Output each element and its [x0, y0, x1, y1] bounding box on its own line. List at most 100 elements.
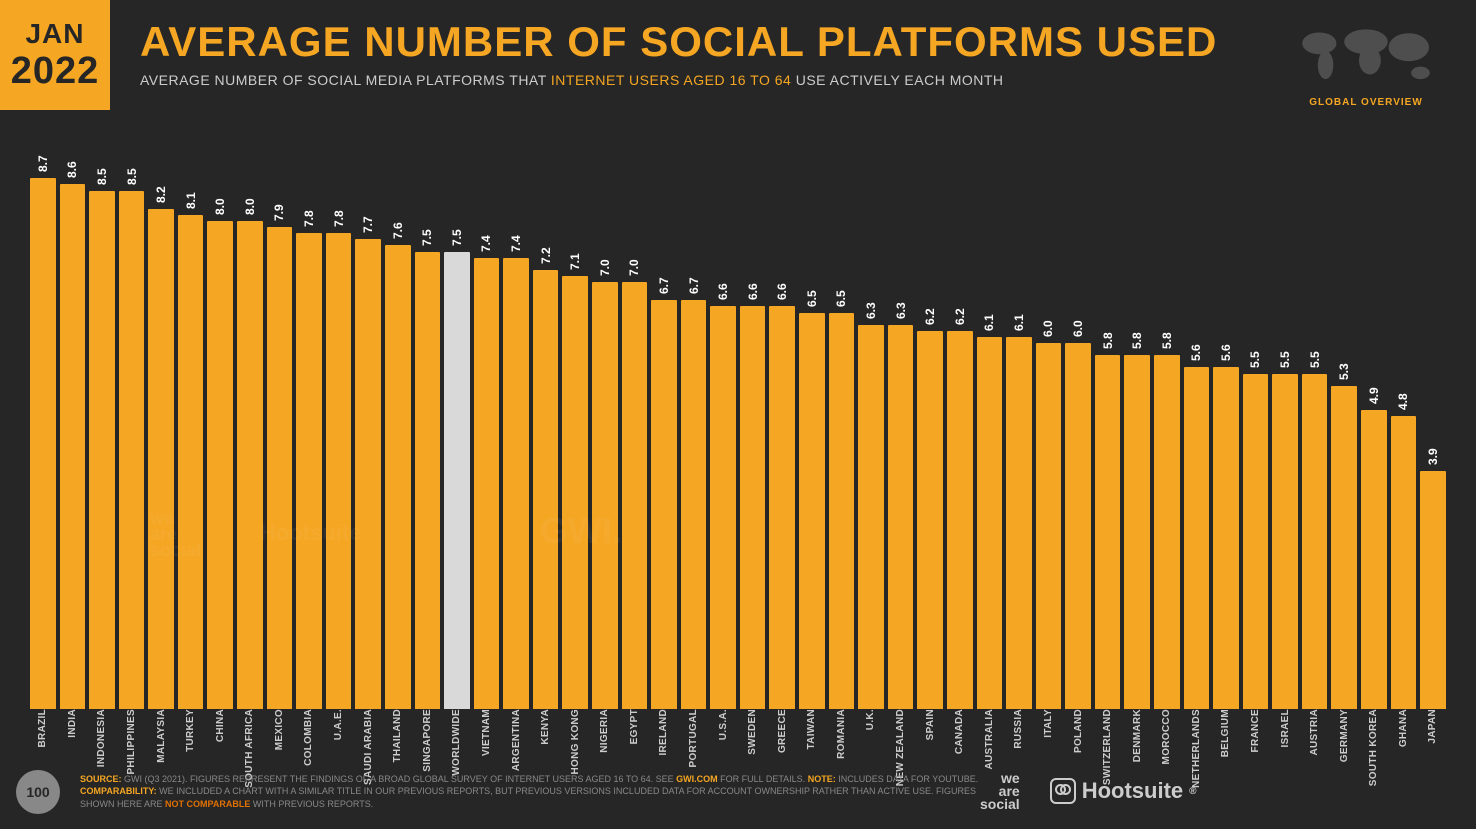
footnote-source-text: GWI (Q3 2021). FIGURES REPRESENT THE FIN…	[122, 774, 677, 784]
bar-value: 7.0	[627, 246, 641, 276]
bar-label: TAIWAN	[806, 709, 817, 750]
bar-value: 6.2	[953, 295, 967, 325]
bar	[119, 191, 145, 710]
bar	[710, 306, 736, 709]
bar-value: 7.1	[568, 240, 582, 270]
bar-value: 8.0	[213, 185, 227, 215]
world-map-icon	[1286, 20, 1446, 90]
footnote-comp-label: COMPARABILITY:	[80, 786, 157, 796]
bar	[1065, 343, 1091, 709]
bar	[355, 239, 381, 709]
bar-label: SWEDEN	[747, 709, 758, 755]
bar-col: 6.3	[858, 160, 884, 709]
bar	[503, 258, 529, 709]
bar	[1272, 374, 1298, 710]
bar-label: IRELAND	[658, 709, 669, 756]
logo-hoot-mark: ®	[1189, 786, 1196, 797]
bar-value: 6.1	[1012, 301, 1026, 331]
logo-hootsuite: Hootsuite®	[1050, 778, 1197, 804]
bar	[474, 258, 500, 709]
bar-value: 7.0	[598, 246, 612, 276]
bar-col: 7.5	[444, 160, 470, 709]
bar-col: 6.2	[947, 160, 973, 709]
bar-label: INDIA	[67, 709, 78, 738]
bar-col: 8.5	[89, 160, 115, 709]
bar-value: 8.0	[243, 185, 257, 215]
bar	[799, 313, 825, 710]
subtitle-highlight: INTERNET USERS AGED 16 TO 64	[551, 72, 791, 88]
subtitle-pre: AVERAGE NUMBER OF SOCIAL MEDIA PLATFORMS…	[140, 72, 551, 88]
bar	[1095, 355, 1121, 709]
bar-col: 6.6	[710, 160, 736, 709]
bar-label: U.S.A.	[718, 709, 729, 740]
bar-value: 6.5	[834, 277, 848, 307]
bar-value: 6.0	[1071, 307, 1085, 337]
bar-col: 7.2	[533, 160, 559, 709]
bar-value: 8.5	[125, 155, 139, 185]
bar-col: 6.6	[740, 160, 766, 709]
bar	[60, 184, 86, 709]
footnote-note-text: INCLUDES DATA FOR YOUTUBE.	[836, 774, 979, 784]
bar	[681, 300, 707, 709]
bar-label: RUSSIA	[1013, 709, 1024, 749]
bar-label: POLAND	[1073, 709, 1084, 753]
bar-value: 5.6	[1219, 331, 1233, 361]
bar-value: 6.6	[775, 270, 789, 300]
bar-col: 6.0	[1065, 160, 1091, 709]
bar	[1420, 471, 1446, 709]
bar-value: 5.5	[1278, 338, 1292, 368]
bar-col: 8.2	[148, 160, 174, 709]
bar-col: 6.6	[769, 160, 795, 709]
bar-col: 8.6	[60, 160, 86, 709]
map-block: GLOBAL OVERVIEW	[1286, 20, 1446, 108]
bar-value: 7.8	[332, 197, 346, 227]
bar-value: 6.1	[982, 301, 996, 331]
bar-value: 7.5	[450, 216, 464, 246]
bar	[89, 191, 115, 710]
bar-col: 7.6	[385, 160, 411, 709]
logos: we are social Hootsuite®	[980, 772, 1197, 812]
bar	[148, 209, 174, 709]
bar-value: 5.5	[1308, 338, 1322, 368]
bar-col: 7.0	[622, 160, 648, 709]
bar-label: BRAZIL	[37, 709, 48, 747]
bar-label: AUSTRIA	[1309, 709, 1320, 756]
bar	[296, 233, 322, 709]
bar-col: 7.8	[296, 160, 322, 709]
bar-col: 6.7	[681, 160, 707, 709]
footnote-source-link: GWI.COM	[676, 774, 718, 784]
bars-container: 8.78.68.58.58.28.18.08.07.97.87.87.77.67…	[30, 160, 1446, 709]
bar-label: EGYPT	[629, 709, 640, 744]
bar-value: 6.7	[657, 264, 671, 294]
map-label: GLOBAL OVERVIEW	[1286, 97, 1446, 108]
bar	[917, 331, 943, 709]
bar-value: 7.2	[539, 234, 553, 264]
bar-label: ISRAEL	[1280, 709, 1291, 747]
bar	[1184, 367, 1210, 709]
bar-value: 6.3	[864, 289, 878, 319]
bar-label: NIGERIA	[599, 709, 610, 753]
bar-value: 5.8	[1160, 319, 1174, 349]
footnote-source-label: SOURCE:	[80, 774, 122, 784]
bar-value: 6.6	[716, 270, 730, 300]
bar-value: 7.4	[509, 222, 523, 252]
bar	[30, 178, 56, 709]
owl-icon	[1050, 778, 1076, 804]
subtitle: AVERAGE NUMBER OF SOCIAL MEDIA PLATFORMS…	[140, 72, 1476, 88]
bar-col: 5.8	[1095, 160, 1121, 709]
bar	[592, 282, 618, 709]
bar-value: 6.5	[805, 277, 819, 307]
bar-col: 5.6	[1213, 160, 1239, 709]
bar-label: MEXICO	[274, 709, 285, 750]
bar-value: 7.6	[391, 209, 405, 239]
bar	[622, 282, 648, 709]
bar-value: 7.8	[302, 197, 316, 227]
bar-value: 5.8	[1130, 319, 1144, 349]
bar-value: 7.7	[361, 203, 375, 233]
logo-wearesocial: we are social	[980, 772, 1020, 812]
bar	[562, 276, 588, 709]
bar	[1243, 374, 1269, 710]
bar-col: 5.3	[1331, 160, 1357, 709]
bar-value: 8.7	[36, 142, 50, 172]
bar	[1213, 367, 1239, 709]
